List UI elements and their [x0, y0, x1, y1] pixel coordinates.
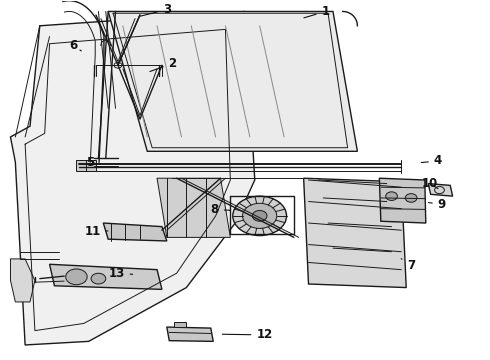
- Polygon shape: [379, 178, 426, 223]
- Circle shape: [405, 194, 417, 202]
- Polygon shape: [49, 264, 162, 289]
- Circle shape: [386, 192, 397, 201]
- Text: 4: 4: [421, 154, 442, 167]
- Circle shape: [233, 196, 287, 235]
- Text: 10: 10: [421, 177, 438, 190]
- Text: 12: 12: [222, 328, 272, 341]
- Polygon shape: [108, 12, 357, 151]
- Text: 3: 3: [140, 3, 171, 16]
- Polygon shape: [10, 12, 255, 345]
- Polygon shape: [428, 184, 453, 196]
- Circle shape: [243, 203, 277, 228]
- Text: 5: 5: [86, 156, 101, 169]
- Polygon shape: [304, 178, 406, 288]
- Text: 13: 13: [108, 267, 133, 280]
- Text: 8: 8: [211, 203, 230, 216]
- Text: 2: 2: [150, 57, 177, 72]
- Polygon shape: [10, 259, 35, 302]
- Circle shape: [66, 269, 87, 285]
- Polygon shape: [103, 223, 167, 241]
- Polygon shape: [157, 178, 230, 237]
- Text: 9: 9: [429, 198, 446, 211]
- Text: 11: 11: [84, 225, 108, 238]
- Polygon shape: [76, 160, 96, 171]
- Text: 1: 1: [304, 5, 330, 18]
- Text: 7: 7: [401, 258, 415, 272]
- Text: 6: 6: [69, 39, 81, 52]
- Circle shape: [91, 273, 106, 284]
- Polygon shape: [167, 327, 213, 341]
- Polygon shape: [174, 321, 186, 327]
- Circle shape: [252, 211, 267, 221]
